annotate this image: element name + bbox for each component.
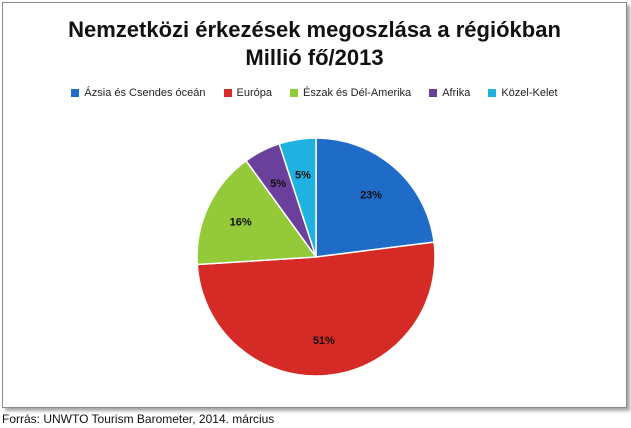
pie-slice-asia [315,137,435,258]
legend-swatch-middle-east [488,89,497,97]
source-note: Forrás: UNWTO Tourism Barometer, 2014. m… [2,412,275,426]
legend-item-africa: Afrika [429,87,470,99]
legend-swatch-africa [429,89,438,97]
legend-item-europe: Európa [223,87,272,99]
pie-label-middle-east: 5% [295,170,311,182]
legend-label-americas: Észak és Dél-Amerika [302,87,412,99]
legend-item-asia: Ázsia és Csendes óceán [71,87,206,99]
chart-title: Nemzetközi érkezések megoszlása a régiók… [68,17,561,42]
legend-label-asia: Ázsia és Csendes óceán [84,87,206,99]
chart-subtitle: Millió fő/2013 [245,45,384,70]
legend-item-americas: Észak és Dél-Amerika [289,87,412,99]
pie-label-africa: 5% [270,178,286,190]
legend-swatch-americas [289,89,298,97]
chart-frame: Nemzetközi érkezések megoszlása a régiók… [2,2,627,408]
pie-label-asia: 23% [360,190,382,202]
pie-chart: 23% 51% 16% 5% 5% [196,137,436,377]
pie-slice-europe [196,241,436,377]
pie-slice-americas [196,159,318,266]
legend-label-africa: Afrika [442,87,471,99]
legend-label-europe: Európa [236,87,272,99]
pie-label-europe: 51% [313,335,335,347]
legend-swatch-asia [71,89,80,97]
legend-label-middle-east: Közel-Kelet [501,87,558,99]
pie-slice-middle-east [278,137,317,258]
legend-swatch-europe [223,89,232,97]
pie-label-americas: 16% [230,217,252,229]
chart-legend: Ázsia és Csendes óceán Európa Észak és D… [3,87,626,99]
legend-item-middle-east: Közel-Kelet [488,87,558,99]
